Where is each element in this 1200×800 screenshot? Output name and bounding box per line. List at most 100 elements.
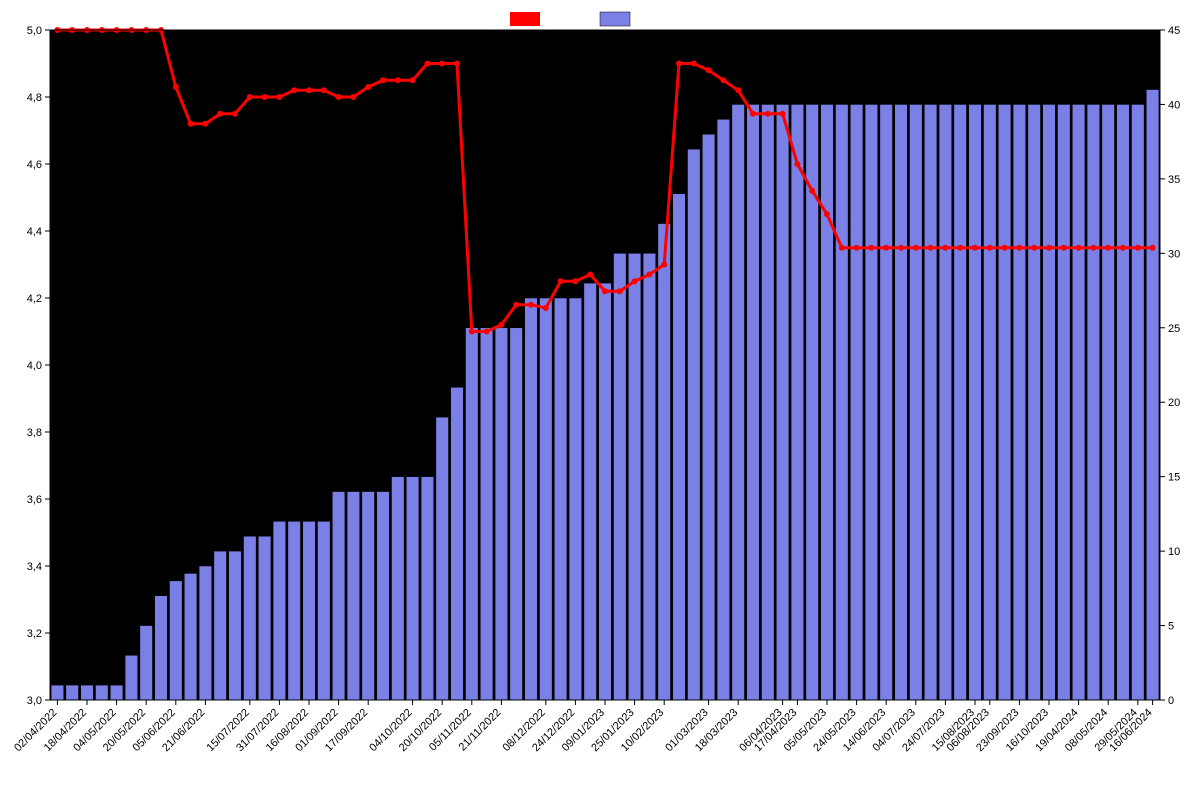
line-marker [528, 302, 534, 308]
line-marker [1090, 245, 1096, 251]
line-marker [454, 61, 460, 67]
line-marker [276, 94, 282, 100]
bar [673, 194, 686, 700]
bar [998, 104, 1011, 700]
bar [1087, 104, 1100, 700]
bar [332, 492, 345, 700]
bar [599, 283, 612, 700]
line-marker [232, 111, 238, 117]
bar [702, 134, 715, 700]
line-marker [484, 329, 490, 335]
line-marker [365, 84, 371, 90]
bar [614, 253, 627, 700]
bar [96, 685, 109, 700]
bar [81, 685, 94, 700]
bar [762, 104, 775, 700]
line-marker [824, 211, 830, 217]
line-marker [839, 245, 845, 251]
line-marker [691, 61, 697, 67]
bar [554, 298, 567, 700]
line-marker [1120, 245, 1126, 251]
bar [451, 387, 464, 700]
bar [318, 521, 331, 700]
line-marker [336, 94, 342, 100]
line-marker [661, 262, 667, 268]
y-left-tick-label: 4,6 [27, 159, 42, 171]
bar [791, 104, 804, 700]
y-right-tick-label: 20 [1168, 397, 1180, 409]
bar [628, 253, 641, 700]
bar [910, 104, 923, 700]
bar [1013, 104, 1026, 700]
line-marker [1135, 245, 1141, 251]
bar [288, 521, 301, 700]
line-marker [780, 111, 786, 117]
line-marker [291, 87, 297, 93]
bar [199, 566, 212, 700]
y-right-tick-label: 10 [1168, 546, 1180, 558]
line-marker [928, 245, 934, 251]
y-left-tick-label: 3,8 [27, 427, 42, 439]
bar [688, 149, 701, 700]
y-left-tick-label: 3,0 [27, 695, 42, 707]
y-left-tick-label: 3,2 [27, 628, 42, 640]
line-marker [883, 245, 889, 251]
y-right-tick-label: 35 [1168, 174, 1180, 186]
bar [1058, 104, 1071, 700]
y-left-tick-label: 4,4 [27, 226, 42, 238]
bar [229, 551, 242, 700]
bar [1146, 90, 1159, 700]
line-marker [706, 67, 712, 73]
line-marker [868, 245, 874, 251]
bar [776, 104, 789, 700]
bar [540, 298, 553, 700]
bar [924, 104, 937, 700]
line-marker [854, 245, 860, 251]
legend-line-swatch [510, 12, 540, 26]
line-marker [439, 61, 445, 67]
bar [850, 104, 863, 700]
bar [1102, 104, 1115, 700]
y-right-tick-label: 15 [1168, 472, 1180, 484]
line-marker [469, 329, 475, 335]
line-marker [676, 61, 682, 67]
line-marker [1105, 245, 1111, 251]
legend-bar-swatch [600, 12, 630, 26]
bar [140, 626, 153, 700]
line-marker [602, 288, 608, 294]
bar [895, 104, 908, 700]
y-right-tick-label: 30 [1168, 248, 1180, 260]
bar [125, 655, 138, 700]
bar [569, 298, 582, 700]
y-right-tick-label: 25 [1168, 323, 1180, 335]
bar [747, 104, 760, 700]
line-marker [617, 288, 623, 294]
bar [273, 521, 286, 700]
bar [732, 104, 745, 700]
line-marker [587, 272, 593, 278]
line-marker [380, 77, 386, 83]
bar [377, 492, 390, 700]
line-marker [1031, 245, 1037, 251]
line-marker [1150, 245, 1156, 251]
line-marker [972, 245, 978, 251]
line-marker [735, 87, 741, 93]
line-marker [202, 121, 208, 127]
line-marker [809, 188, 815, 194]
bar [1072, 104, 1085, 700]
line-marker [543, 305, 549, 311]
bar [880, 104, 893, 700]
y-left-tick-label: 3,4 [27, 561, 42, 573]
bar [214, 551, 227, 700]
bar [480, 328, 493, 700]
bar [362, 492, 375, 700]
line-marker [262, 94, 268, 100]
bar [643, 253, 656, 700]
line-marker [572, 278, 578, 284]
chart-container: 3,03,23,43,63,84,04,24,44,64,85,00510152… [0, 0, 1200, 800]
bar [66, 685, 79, 700]
line-marker [306, 87, 312, 93]
bar [984, 104, 997, 700]
y-right-tick-label: 45 [1168, 25, 1180, 37]
bar [939, 104, 952, 700]
